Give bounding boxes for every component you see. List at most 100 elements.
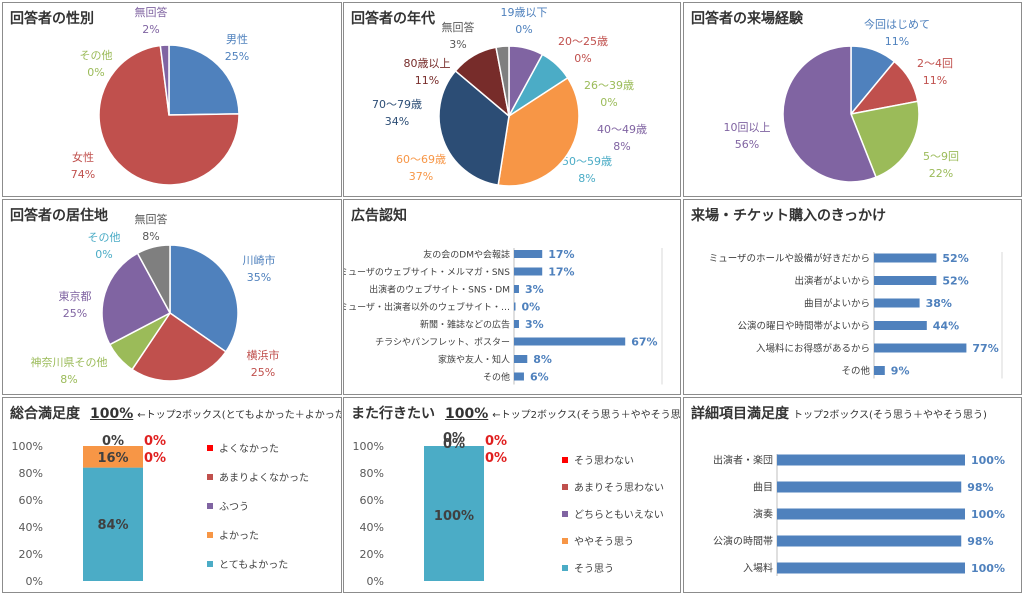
- data-label: 100%: [971, 454, 1005, 467]
- slice-label: その他: [80, 49, 113, 62]
- pie-slice: [169, 244, 239, 353]
- data-label: 52%: [942, 252, 968, 265]
- slice-label: 2～4回: [917, 57, 953, 70]
- slice-value: 3%: [449, 38, 466, 51]
- data-label: 67%: [631, 336, 657, 349]
- bar: [514, 285, 519, 293]
- slice-label: その他: [88, 231, 121, 244]
- slice-label: 無回答: [135, 5, 168, 19]
- panel-title: 回答者の来場経験: [691, 11, 803, 27]
- top2-note: ←トップ2ボックス(そう思う＋ややそう思う): [492, 410, 681, 421]
- slice-value: 8%: [613, 140, 630, 153]
- legend-swatch: [207, 445, 213, 451]
- pie-slice: [131, 311, 227, 382]
- slice-value: 0%: [515, 23, 532, 36]
- category-label: 入場料にお得感があるから: [756, 343, 870, 355]
- pie-slice: [159, 44, 170, 116]
- detail-panel: 詳細項目満足度 トップ2ボックス(そう思う＋ややそう思う) 出演者・楽団 100% 曲…: [683, 397, 1022, 593]
- detail-bar-chart: 出演者・楽団 100% 曲目 98% 演奏 100% 公演の時間帯 98% 入場料 100%: [713, 454, 1005, 576]
- data-label: 0%: [485, 451, 507, 466]
- slice-label: 男性: [226, 32, 248, 46]
- panel-title: 回答者の年代: [351, 11, 435, 27]
- slice-label: 40～49歳: [597, 123, 647, 136]
- top2-percent: 100%: [90, 406, 134, 422]
- legend-label: ややそう思う: [574, 536, 634, 548]
- slice-value: 56%: [735, 138, 759, 151]
- legend-swatch: [207, 503, 213, 509]
- data-label: 8%: [533, 353, 552, 366]
- panel-title: また行きたい 100% ←トップ2ボックス(そう思う＋ややそう思う): [351, 403, 681, 423]
- data-label: 6%: [530, 371, 549, 384]
- trigger-panel: 来場・チケット購入のきっかけ ミューザのホールや設備が好きだから 52% 出演者がよ…: [683, 199, 1022, 395]
- panel-title: 回答者の居住地: [10, 208, 108, 224]
- bar: [874, 321, 927, 330]
- pie-slice: [495, 45, 510, 117]
- gender-panel: 回答者の性別 男性 25% 女性 74% その他 0% 無回答 2%: [2, 2, 342, 197]
- panel-title: 総合満足度 100% ←トップ2ボックス(とてもよかった＋よかった): [10, 403, 342, 423]
- bar: [777, 535, 962, 547]
- bar: [874, 253, 937, 263]
- top2-note: ←トップ2ボックス(とてもよかった＋よかった): [137, 410, 342, 421]
- pie-slice: [849, 100, 920, 179]
- top2-note: トップ2ボックス(そう思う＋ややそう思う): [793, 410, 987, 421]
- bar: [514, 355, 528, 363]
- stack-segment: [424, 446, 484, 581]
- data-label: 0%: [144, 434, 166, 449]
- data-label: 9%: [891, 365, 910, 378]
- pie-slice: [168, 44, 240, 116]
- slice-value: 25%: [251, 366, 275, 379]
- bar: [777, 508, 965, 520]
- panel-title-text: また行きたい: [351, 406, 435, 422]
- slice-value: 37%: [409, 170, 433, 183]
- y-tick-label: 60%: [360, 494, 384, 507]
- legend-label: あまりそう思わない: [574, 482, 664, 494]
- slice-value: 22%: [929, 167, 953, 180]
- data-label: 0%: [443, 431, 465, 446]
- category-label: チラシやパンフレット、ポスター: [375, 337, 510, 348]
- stack-segment: [83, 467, 143, 581]
- category-label: 演奏: [753, 508, 773, 521]
- panel-title: 回答者の性別: [10, 11, 94, 27]
- bar: [514, 372, 524, 381]
- data-label: 3%: [525, 318, 544, 331]
- y-tick-label: 0%: [26, 575, 43, 588]
- category-label: その他: [841, 365, 870, 377]
- y-tick-label: 40%: [360, 521, 384, 534]
- data-label: 52%: [942, 275, 968, 288]
- category-label: 新聞・雑誌などの広告: [420, 319, 510, 331]
- y-tick-label: 100%: [353, 440, 384, 453]
- panel-title-text: 総合満足度: [10, 406, 80, 422]
- slice-label: 無回答: [442, 20, 475, 34]
- slice-label: 神奈川県その他: [31, 355, 108, 369]
- slice-label: 26～39歳: [584, 79, 634, 92]
- pie-slice: [136, 244, 171, 314]
- gender-pie-chart: 男性 25% 女性 74% その他 0% 無回答 2%: [71, 5, 249, 186]
- category-label: ミューザのウェブサイト・メルマガ・SNS: [343, 266, 510, 278]
- residence-panel: 回答者の居住地 川崎市 35% 横浜市 25% 神奈川県その他 8% 東京都 25% その他 0%…: [2, 199, 342, 395]
- panel-title-text: 詳細項目満足度: [691, 406, 789, 422]
- legend-swatch: [562, 511, 568, 517]
- bar: [514, 250, 543, 258]
- slice-value: 35%: [247, 271, 271, 284]
- slice-value: 11%: [885, 35, 909, 48]
- overall-panel: 総合満足度 100% ←トップ2ボックス(とてもよかった＋よかった) 0% 20% 40…: [2, 397, 342, 593]
- category-label: ミューザのホールや設備が好きだから: [709, 253, 870, 265]
- data-label: 98%: [967, 535, 993, 548]
- slice-label: 川崎市: [243, 253, 276, 267]
- bar: [874, 366, 885, 375]
- slice-value: 11%: [923, 74, 947, 87]
- age-panel: 回答者の年代 19歳以下 0% 20～25歳 0% 26～39歳 0% 40～49歳 8% 50…: [343, 2, 681, 197]
- age-pie-chart: 19歳以下0%20～25歳0%26～39歳0%40～49歳8%50～59歳8%6…: [372, 6, 647, 187]
- legend-label: そう思わない: [574, 455, 634, 467]
- y-tick-label: 80%: [19, 467, 43, 480]
- data-label: 17%: [548, 248, 574, 261]
- bar: [874, 343, 967, 353]
- data-label: 3%: [525, 283, 544, 296]
- data-label: 0%: [485, 434, 507, 449]
- bar: [514, 337, 626, 346]
- slice-label: 80歳以上: [404, 57, 451, 70]
- pie-slice: [101, 252, 172, 346]
- slice-value: 0%: [95, 248, 112, 261]
- legend-swatch: [562, 538, 568, 544]
- overall-stacked-chart: 0% 20% 40% 60% 80% 100% 84% 16% 0% 0% 0% よくなかったあまりよ…: [12, 434, 309, 588]
